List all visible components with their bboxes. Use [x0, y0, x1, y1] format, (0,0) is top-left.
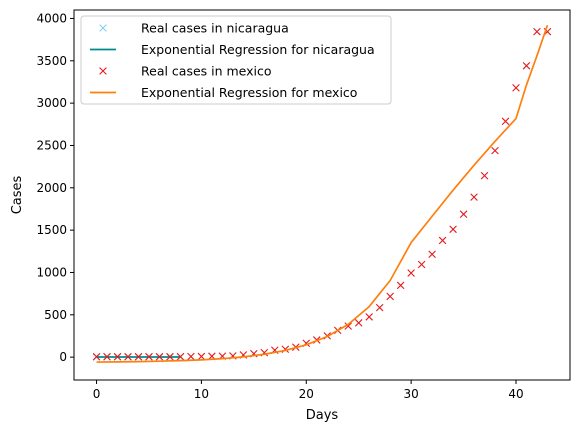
data-point: [92, 352, 101, 361]
data-point: [365, 313, 373, 321]
data-point: [187, 352, 195, 361]
y-tick-label: 0: [59, 350, 67, 364]
y-axis-label: Cases: [10, 175, 25, 214]
data-point: [344, 322, 353, 330]
data-point: [396, 281, 405, 290]
data-point: [438, 236, 447, 245]
series-3: [96, 24, 549, 363]
legend-item: Exponential Regression for nicaragua: [90, 42, 375, 57]
y-tick-label: 500: [44, 308, 67, 322]
plot-frame: [73, 9, 571, 381]
y-tick-label: 3000: [36, 96, 67, 110]
legend-label: Exponential Regression for mexico: [141, 85, 357, 100]
legend-box: [80, 15, 392, 105]
data-point: [134, 352, 143, 361]
data-point: [512, 84, 520, 92]
data-point: [459, 210, 468, 219]
data-point: [113, 352, 122, 361]
x-tick-label: 40: [508, 387, 523, 401]
legend-label: Real cases in nicaragua: [141, 21, 289, 36]
data-point: [176, 352, 185, 361]
y-tick-label: 3500: [36, 54, 67, 68]
y-tick-label: 1000: [36, 265, 67, 279]
y-tick-label: 1500: [36, 223, 67, 237]
y-tick-label: 2500: [36, 138, 67, 152]
x-axis-ticks: 0 10 20 30 40: [93, 380, 524, 401]
legend-marker-swatch: [99, 24, 107, 32]
y-axis-ticks: 0 500 1000 1500 2000 2500 3000 3500 4000: [36, 11, 74, 364]
data-point: [449, 225, 457, 234]
data-point: [197, 352, 206, 361]
data-point: [407, 269, 415, 277]
plot-area: [92, 24, 552, 363]
data-point: [501, 117, 510, 126]
x-tick-label: 20: [299, 387, 314, 401]
series-line: [96, 24, 549, 363]
y-tick-label: 4000: [36, 11, 67, 25]
data-point: [491, 146, 499, 155]
legend: Real cases in nicaragua Exponential Regre…: [80, 15, 392, 105]
legend-marker-swatch: [99, 67, 107, 75]
data-point: [155, 352, 164, 361]
data-point: [522, 62, 531, 70]
data-point: [533, 27, 541, 36]
data-point: [145, 352, 153, 361]
legend-label: Real cases in mexico: [141, 64, 272, 79]
legend-item: Exponential Regression for mexico: [90, 85, 357, 100]
legend-item: Real cases in mexico: [99, 64, 272, 79]
data-point: [124, 352, 132, 361]
x-tick-label: 0: [93, 387, 101, 401]
legend-label: Exponential Regression for nicaragua: [141, 42, 375, 57]
legend-item: Real cases in nicaragua: [99, 21, 289, 36]
data-point: [375, 303, 384, 312]
data-point: [470, 193, 478, 201]
x-tick-label: 30: [403, 387, 418, 401]
x-axis-label: Days: [306, 408, 339, 423]
data-point: [166, 352, 174, 361]
data-point: [386, 292, 394, 301]
data-point: [354, 319, 363, 327]
data-point: [103, 352, 111, 361]
data-point: [417, 260, 426, 269]
y-tick-label: 2000: [36, 181, 67, 195]
data-point: [480, 171, 489, 180]
data-point: [428, 250, 436, 259]
x-tick-label: 10: [194, 387, 209, 401]
